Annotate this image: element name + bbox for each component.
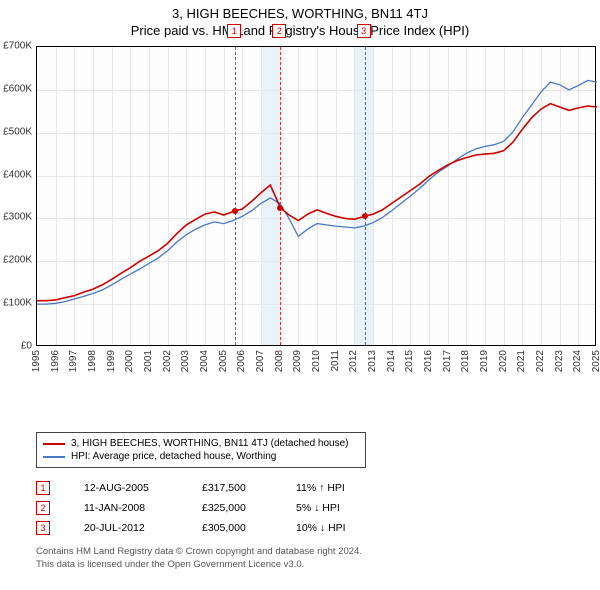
x-axis-label: 2002: [162, 350, 173, 372]
event-row: 2 11-JAN-2008 £325,000 5% ↓ HPI: [36, 498, 600, 518]
y-axis-label: £400K: [3, 169, 32, 180]
event-price: £317,500: [202, 482, 262, 494]
chart-area: 123 £0£100K£200K£300K£400K£500K£600K£700…: [36, 46, 596, 386]
x-axis-label: 1995: [31, 350, 42, 372]
x-axis-label: 2006: [236, 350, 247, 372]
event-marker-2: 2: [272, 24, 286, 38]
x-axis-label: 2021: [516, 350, 527, 372]
x-axis-label: 2008: [274, 350, 285, 372]
y-axis-label: £600K: [3, 83, 32, 94]
y-axis-label: £200K: [3, 255, 32, 266]
x-axis-label: 2012: [348, 350, 359, 372]
x-axis-label: 2022: [535, 350, 546, 372]
event-dot-3: [362, 213, 368, 219]
event-number-box: 1: [36, 481, 50, 495]
event-number-box: 2: [36, 501, 50, 515]
legend-item: HPI: Average price, detached house, Wort…: [43, 450, 359, 463]
event-number-box: 3: [36, 521, 50, 535]
chart-container: 3, HIGH BEECHES, WORTHING, BN11 4TJ Pric…: [0, 0, 600, 590]
series-line: [37, 104, 597, 301]
event-dot-1: [232, 208, 238, 214]
y-axis-label: £700K: [3, 41, 32, 52]
chart-subtitle: Price paid vs. HM Land Registry's House …: [0, 21, 600, 42]
x-axis-label: 2024: [572, 350, 583, 372]
x-axis-label: 1996: [50, 350, 61, 372]
legend: 3, HIGH BEECHES, WORTHING, BN11 4TJ (det…: [36, 432, 366, 468]
event-delta: 5% ↓ HPI: [296, 502, 376, 514]
x-axis-label: 2003: [180, 350, 191, 372]
x-axis-label: 2004: [199, 350, 210, 372]
event-delta: 10% ↓ HPI: [296, 522, 376, 534]
event-delta: 11% ↑ HPI: [296, 482, 376, 494]
legend-swatch: [43, 456, 65, 458]
x-axis-label: 2013: [367, 350, 378, 372]
x-axis-label: 2010: [311, 350, 322, 372]
legend-swatch: [43, 443, 65, 445]
x-axis-label: 2001: [143, 350, 154, 372]
legend-label: 3, HIGH BEECHES, WORTHING, BN11 4TJ (det…: [71, 438, 349, 449]
footer-line-2: This data is licensed under the Open Gov…: [36, 559, 600, 572]
x-axis-label: 2025: [591, 350, 600, 372]
footer-attribution: Contains HM Land Registry data © Crown c…: [36, 546, 600, 572]
x-axis-label: 2005: [218, 350, 229, 372]
x-axis-label: 2023: [554, 350, 565, 372]
event-date: 12-AUG-2005: [84, 482, 168, 494]
event-date: 20-JUL-2012: [84, 522, 168, 534]
event-row: 3 20-JUL-2012 £305,000 10% ↓ HPI: [36, 518, 600, 538]
x-axis-label: 1997: [68, 350, 79, 372]
x-axis-label: 2014: [386, 350, 397, 372]
plot-region: [36, 46, 596, 346]
event-marker-1: 1: [227, 24, 241, 38]
x-axis-label: 2015: [404, 350, 415, 372]
x-axis-label: 2000: [124, 350, 135, 372]
x-axis-label: 2016: [423, 350, 434, 372]
y-axis-label: £100K: [3, 298, 32, 309]
y-axis-label: £300K: [3, 212, 32, 223]
x-axis-label: 2018: [460, 350, 471, 372]
x-axis-label: 2017: [442, 350, 453, 372]
event-marker-3: 3: [357, 24, 371, 38]
series-line: [37, 80, 597, 304]
event-dot-2: [277, 205, 283, 211]
footer-line-1: Contains HM Land Registry data © Crown c…: [36, 546, 600, 559]
event-date: 11-JAN-2008: [84, 502, 168, 514]
events-table: 1 12-AUG-2005 £317,500 11% ↑ HPI 2 11-JAN-200…: [36, 478, 600, 538]
legend-label: HPI: Average price, detached house, Wort…: [71, 451, 276, 462]
chart-title: 3, HIGH BEECHES, WORTHING, BN11 4TJ: [0, 0, 600, 21]
event-price: £305,000: [202, 522, 262, 534]
x-axis-label: 2019: [479, 350, 490, 372]
x-axis-label: 1999: [106, 350, 117, 372]
legend-item: 3, HIGH BEECHES, WORTHING, BN11 4TJ (det…: [43, 437, 359, 450]
x-axis-label: 2007: [255, 350, 266, 372]
x-axis-label: 2011: [330, 350, 341, 372]
x-axis-label: 1998: [87, 350, 98, 372]
x-axis-label: 2009: [292, 350, 303, 372]
event-price: £325,000: [202, 502, 262, 514]
event-row: 1 12-AUG-2005 £317,500 11% ↑ HPI: [36, 478, 600, 498]
y-axis-label: £500K: [3, 126, 32, 137]
x-axis-label: 2020: [498, 350, 509, 372]
